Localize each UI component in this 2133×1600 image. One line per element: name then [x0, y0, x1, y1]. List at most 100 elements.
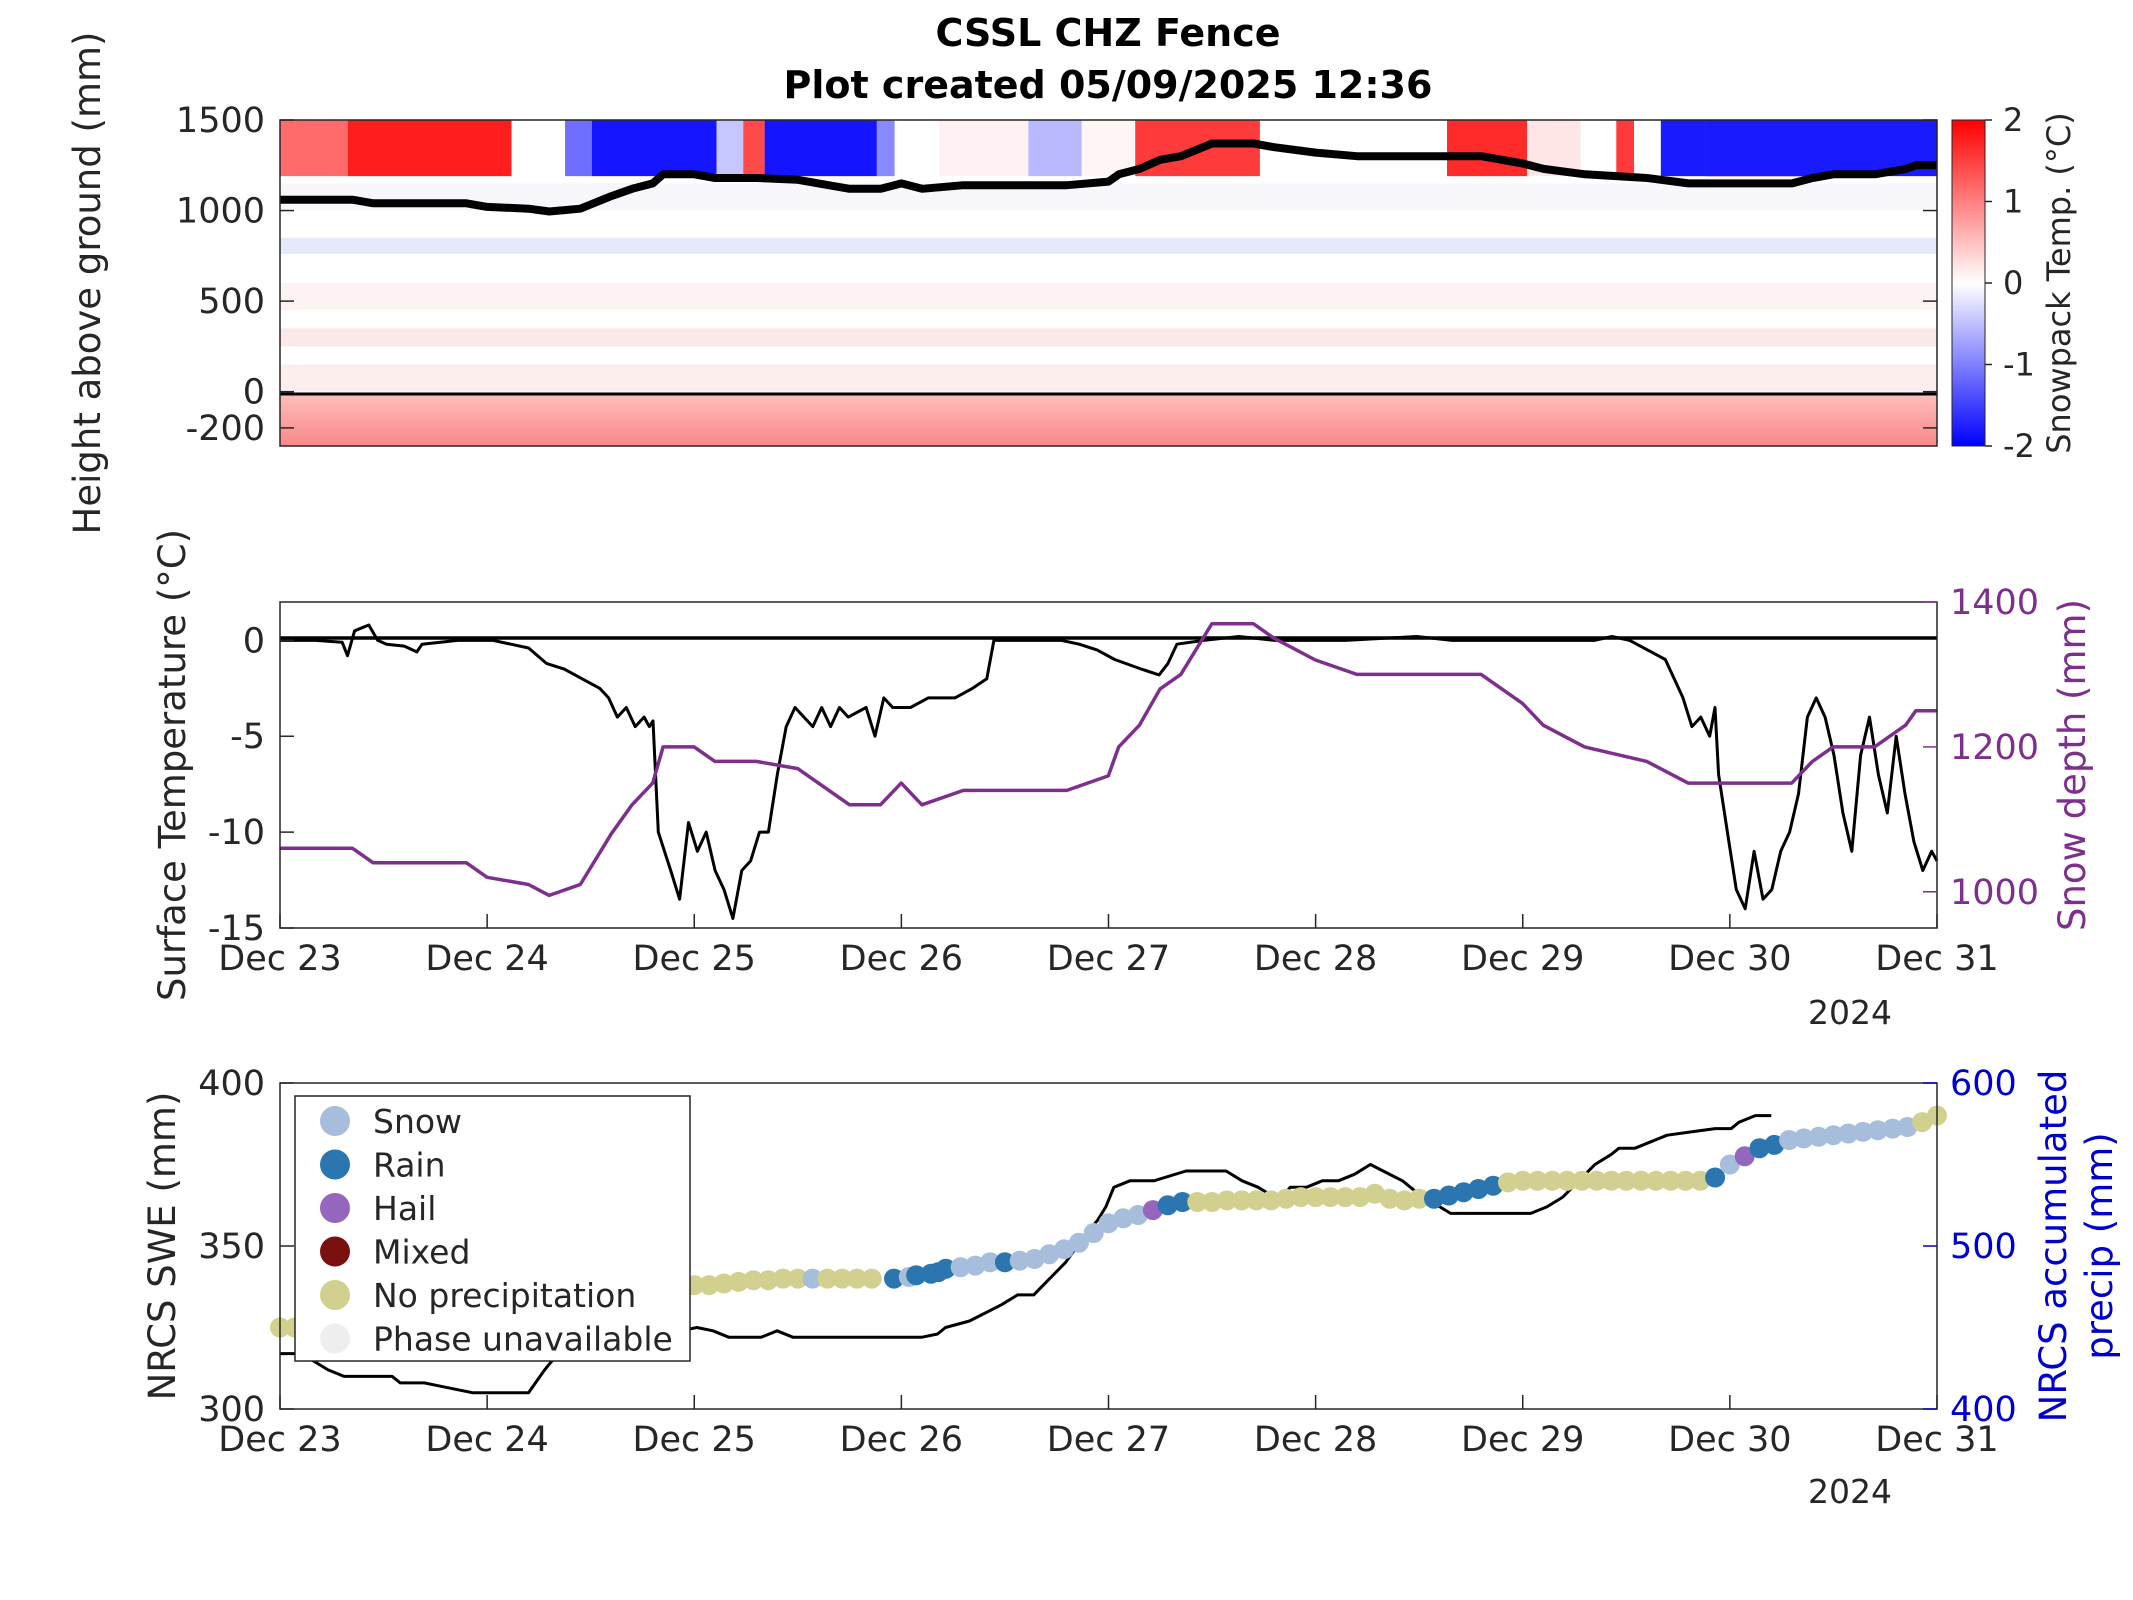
heatmap-cell [511, 120, 566, 177]
heatmap-cell [939, 120, 1029, 177]
precip-point [1394, 1190, 1415, 1211]
precip-point [1705, 1167, 1726, 1188]
soil-temperature-band [280, 394, 1937, 446]
precip-point [1276, 1188, 1296, 1209]
heatmap-cell [1081, 120, 1136, 177]
heatmap-row [280, 364, 1937, 392]
legend-marker [320, 1323, 350, 1354]
y2-tick-label: 600 [1950, 1064, 2017, 1104]
colorbar-tick-label: -1 [2003, 346, 2035, 384]
precip-point [1246, 1190, 1267, 1211]
precip-point [1379, 1188, 1400, 1209]
legend-marker [320, 1280, 350, 1310]
precip-point [1882, 1118, 1903, 1139]
y-tick-label: -5 [230, 717, 265, 757]
precip-point [832, 1268, 853, 1289]
precip-point [950, 1257, 971, 1278]
y-tick-label: 0 [243, 373, 265, 413]
legend-label: Mixed [373, 1233, 470, 1272]
precip-point [1867, 1120, 1888, 1141]
precip-y-label-line1: NRCS accumulated [2032, 1070, 2075, 1423]
precip-point [1290, 1187, 1311, 1208]
precip-point [1231, 1190, 1252, 1211]
figure-subtitle: Plot created 05/09/2025 12:36 [784, 63, 1433, 107]
legend-marker [320, 1193, 350, 1223]
precip-point [1083, 1223, 1104, 1243]
heatmap-cell [716, 120, 744, 177]
snow-height-line [280, 139, 1937, 216]
precip-point [1542, 1170, 1563, 1191]
y2-tick-label: 400 [1950, 1390, 2017, 1430]
x-tick-label: Dec 26 [840, 1420, 963, 1460]
x-tick-label: Dec 29 [1461, 1420, 1584, 1460]
snow-depth-y-ticks: 1000 1200 1400 [1923, 583, 2039, 913]
precip-point [1512, 1170, 1533, 1191]
y-tick-label: -200 [186, 409, 265, 449]
precip-y-label-line2: precip (mm) [2078, 1132, 2121, 1359]
y-tick-label: 500 [198, 282, 265, 322]
heatmap-cell [347, 120, 512, 177]
precip-point [1853, 1121, 1873, 1142]
precip-point [1660, 1170, 1681, 1191]
precip-point [1202, 1192, 1223, 1212]
precip-point [758, 1270, 779, 1291]
precip-point [1216, 1190, 1237, 1211]
precip-point [1734, 1146, 1755, 1167]
heatmap-cell [1580, 120, 1617, 177]
colorbar-ticks: -2 -1 0 1 2 [1985, 101, 2035, 465]
precip-point [1823, 1125, 1844, 1146]
precip-point [1719, 1154, 1740, 1175]
legend-marker [320, 1236, 350, 1267]
precip-point [1409, 1188, 1430, 1209]
precip-point [1305, 1187, 1326, 1208]
x-tick-label: Dec 31 [1875, 939, 1998, 979]
precip-point [1808, 1126, 1829, 1147]
swe-y-ticks: 300 350 400 [198, 1064, 294, 1430]
precip-point [1779, 1130, 1800, 1150]
y2-tick-label: 1400 [1950, 583, 2039, 623]
precip-point [1187, 1192, 1208, 1212]
legend-marker [320, 1106, 350, 1136]
x-tick-label: Dec 28 [1254, 939, 1377, 979]
y2-tick-label: 1200 [1950, 728, 2039, 768]
precip-phase-legend: Snow Rain Hail Mixed No precipitation Phase u… [294, 1095, 691, 1362]
surface-temperature-line [280, 623, 1939, 920]
precip-point [787, 1268, 808, 1289]
swe-x-year: 2024 [1808, 1472, 1892, 1511]
precip-point [935, 1258, 956, 1279]
precip-point [1645, 1170, 1666, 1191]
y-tick-label: -10 [208, 813, 265, 853]
y-tick-label: 0 [243, 621, 265, 661]
y-tick-label: 300 [198, 1390, 265, 1430]
y2-tick-label: 1000 [1950, 873, 2039, 913]
x-tick-label: Dec 29 [1461, 939, 1584, 979]
precip-point [1320, 1187, 1341, 1208]
legend-label: Hail [373, 1189, 436, 1228]
heatmap-cell [591, 120, 717, 177]
y-tick-label: 400 [198, 1064, 265, 1104]
surface-axes-box [279, 601, 1938, 929]
colorbar-tick-label: 2 [2003, 101, 2023, 139]
x-tick-label: Dec 30 [1668, 1420, 1791, 1460]
colorbar-label: Snowpack Temp. (°C) [2040, 112, 2078, 454]
x-tick-label: Dec 25 [633, 1420, 756, 1460]
heatmap-cell [764, 120, 877, 177]
x-tick-label: Dec 24 [425, 1420, 548, 1460]
precip-point [980, 1252, 1001, 1273]
surface-x-year: 2024 [1808, 993, 1892, 1032]
precip-point [847, 1268, 867, 1289]
precip-y-ticks: 400 500 600 [1923, 1064, 2017, 1430]
x-tick-label: Dec 31 [1875, 1420, 1998, 1460]
surface-y-label: Surface Temperature (°C) [151, 529, 194, 1001]
x-tick-label: Dec 23 [218, 939, 341, 979]
x-tick-label: Dec 28 [1254, 1420, 1377, 1460]
precip-point [994, 1252, 1015, 1273]
snow-depth-y-label: Snow depth (mm) [2051, 599, 2094, 931]
precip-point [1838, 1123, 1859, 1144]
x-tick-label: Dec 23 [218, 1420, 341, 1460]
precip-point [1009, 1250, 1030, 1271]
